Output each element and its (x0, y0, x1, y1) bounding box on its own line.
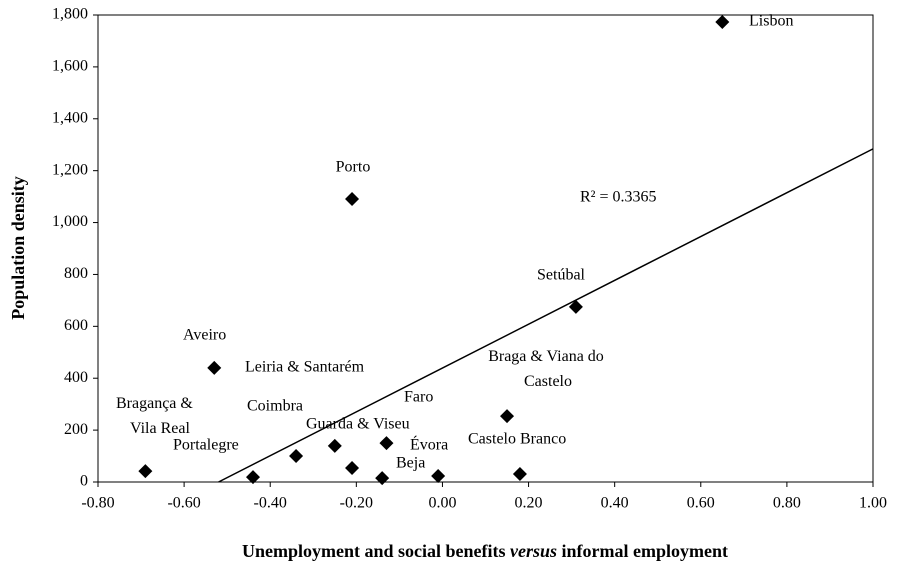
x-tick-label: 0.00 (428, 495, 456, 512)
point (431, 469, 446, 484)
y-axis-title: Population density (8, 176, 28, 320)
x-tick-label: -0.20 (340, 495, 373, 512)
point (375, 471, 390, 486)
x-tick-label: 1.00 (859, 495, 887, 512)
point-label: Bragança & Vila Real (116, 395, 197, 437)
point-label: Leiria & Santarém (245, 359, 365, 376)
x-axis-title: Unemployment and social benefits versus … (242, 541, 728, 561)
x-tick-label: 0.60 (687, 495, 715, 512)
point-label: Évora (410, 435, 448, 454)
x-tick-label: -0.80 (81, 495, 114, 512)
y-tick-label: 1,400 (52, 109, 88, 126)
point (512, 466, 527, 481)
point-label: Lisbon (749, 13, 793, 30)
point-label: Porto (336, 159, 371, 176)
point (327, 438, 342, 453)
y-tick-label: 400 (64, 369, 88, 386)
x-tick-label: 0.20 (515, 495, 543, 512)
x-tick-label: -0.40 (254, 495, 287, 512)
point-label: Braga & Viana do Castelo (488, 348, 608, 390)
point-label: Coimbra (247, 398, 303, 415)
trendline (218, 148, 874, 483)
x-tick-label: -0.60 (167, 495, 200, 512)
point-label: Aveiro (183, 327, 226, 344)
y-tick-label: 1,800 (52, 6, 88, 23)
x-tick-label: 0.40 (601, 495, 629, 512)
y-tick-label: 800 (64, 265, 88, 282)
x-tick-label: 0.80 (773, 495, 801, 512)
point (138, 464, 153, 479)
point (500, 409, 515, 424)
point (345, 460, 360, 475)
point (379, 436, 394, 451)
y-tick-label: 1,600 (52, 58, 88, 75)
y-tick-label: 1,200 (52, 161, 88, 178)
r-squared: R² = 0.3365 (580, 189, 657, 206)
y-tick-label: 200 (64, 421, 88, 438)
point (345, 191, 360, 206)
point-label: Faro (404, 389, 433, 406)
point-label: Guarda & Viseu (306, 416, 410, 433)
point-label: Setúbal (537, 267, 586, 284)
point (246, 470, 260, 485)
point-label: Portalegre (173, 437, 239, 454)
plot-frame (97, 14, 874, 483)
point (289, 449, 304, 464)
y-tick-label: 0 (80, 473, 88, 490)
point-label: Castelo Branco (468, 431, 566, 448)
point (568, 299, 583, 314)
point (715, 15, 730, 30)
point (207, 360, 222, 375)
y-tick-label: 600 (64, 317, 88, 334)
y-tick-label: 1,000 (52, 213, 88, 230)
point-label: Beja (396, 455, 425, 472)
